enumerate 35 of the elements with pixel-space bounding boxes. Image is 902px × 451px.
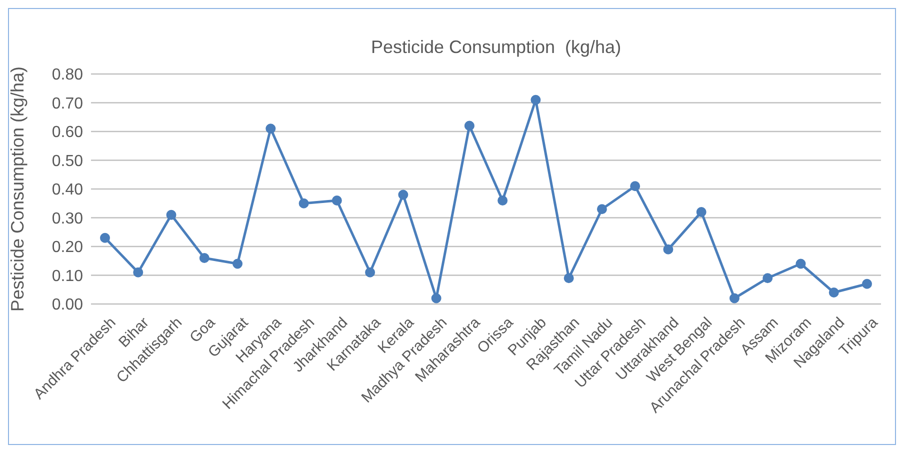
y-axis-title: Pesticide Consumption (kg/ha)	[7, 66, 28, 312]
point	[530, 94, 541, 105]
point	[630, 181, 640, 192]
chart-title: Pesticide Consumption (kg/ha)	[370, 37, 622, 58]
point	[696, 207, 706, 217]
point	[232, 258, 243, 269]
y-tick-label: 0.80	[52, 66, 84, 84]
y-tick-label: 0.70	[52, 95, 84, 112]
point	[663, 244, 674, 254]
point	[100, 232, 110, 243]
point	[166, 210, 176, 220]
point	[431, 293, 442, 304]
point	[133, 267, 144, 278]
y-tick-label: 0.00	[52, 296, 84, 314]
point	[862, 278, 872, 289]
y-tick-label: 0.40	[52, 182, 84, 199]
point	[398, 190, 408, 200]
point	[199, 253, 210, 263]
point	[828, 288, 839, 298]
point	[365, 267, 376, 278]
y-tick-label: 0.30	[52, 210, 84, 228]
point	[498, 196, 508, 206]
point	[729, 293, 740, 304]
point	[796, 258, 806, 269]
y-tick-label: 0.50	[52, 152, 84, 170]
y-tick-label: 0.60	[52, 124, 84, 142]
point	[762, 273, 773, 284]
point	[596, 204, 607, 214]
y-tick-label: 0.20	[52, 239, 84, 256]
point	[464, 120, 474, 131]
point	[266, 124, 276, 134]
point	[298, 198, 309, 208]
point	[564, 273, 574, 284]
y-tick-label: 0.10	[52, 268, 84, 285]
point	[332, 196, 342, 206]
